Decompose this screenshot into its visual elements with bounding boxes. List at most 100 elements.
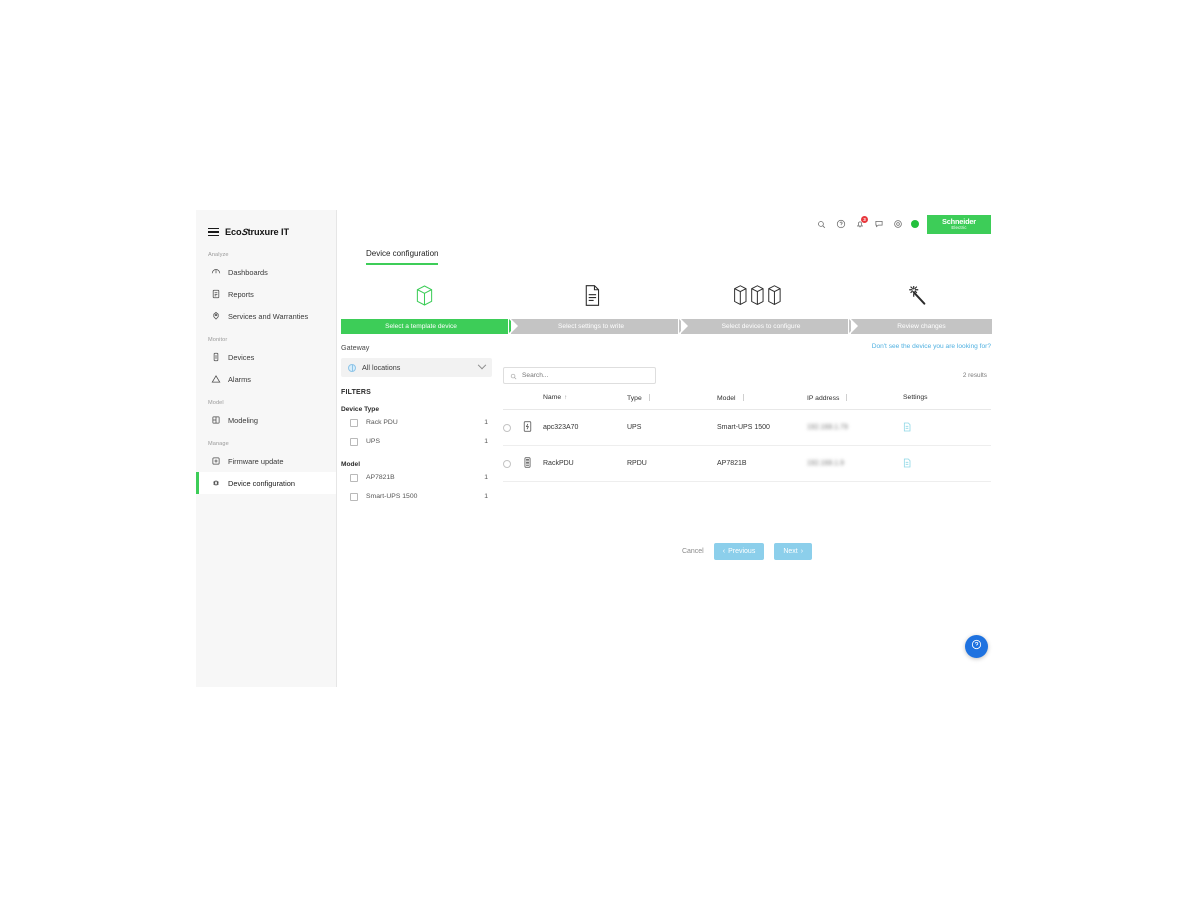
filter-row-ups[interactable]: UPS 1	[341, 432, 492, 451]
settings-doc-icon[interactable]	[903, 422, 911, 434]
table-row[interactable]: RackPDU RPDU AP7821B 192.168.1.9	[503, 445, 991, 482]
sidebar-item-label: Services and Warranties	[228, 311, 309, 321]
th-type[interactable]: Type	[627, 393, 717, 410]
report-icon	[211, 289, 221, 299]
th-type-label: Type	[627, 395, 642, 402]
services-icon	[211, 311, 221, 321]
sidebar-item-dashboards[interactable]: Dashboards	[196, 261, 336, 283]
ups-device-icon	[523, 421, 532, 434]
previous-button[interactable]: ‹ Previous	[713, 543, 765, 560]
multi-cube-icon	[733, 284, 785, 312]
sidebar-item-device-configuration[interactable]: Device configuration	[196, 472, 336, 494]
hamburger-menu-icon[interactable]	[208, 227, 219, 237]
step-select-settings-to-write[interactable]: Select settings to write	[511, 319, 686, 334]
checkbox[interactable]	[350, 437, 358, 446]
checkbox[interactable]	[350, 473, 358, 482]
radio-button[interactable]	[503, 423, 511, 432]
device-table: Name ↑ Type Model IP address Settings	[503, 393, 991, 482]
sidebar-item-reports[interactable]: Reports	[196, 283, 336, 305]
sidebar-item-firmware-update[interactable]: Firmware update	[196, 450, 336, 472]
device-icon	[211, 352, 221, 362]
schneider-electric-logo[interactable]: Schneider Electric	[927, 214, 991, 234]
filter-label: Smart-UPS 1500	[366, 493, 418, 500]
sidebar-item-modeling[interactable]: Modeling	[196, 409, 336, 431]
gateway-label: Gateway	[341, 343, 370, 352]
step-review-changes[interactable]: Review changes	[851, 319, 992, 334]
th-select	[503, 393, 523, 410]
notification-bell-icon[interactable]: 3	[854, 215, 868, 230]
chevron-left-icon: ‹	[722, 548, 726, 555]
filter-count: 1	[484, 493, 488, 500]
filter-row-ap7821b[interactable]: AP7821B 1	[341, 468, 492, 487]
gear-icon[interactable]	[892, 219, 903, 230]
th-ip-address[interactable]: IP address	[807, 393, 903, 410]
help-icon[interactable]	[835, 219, 846, 230]
th-settings: Settings	[903, 393, 991, 410]
gateway-select[interactable]: All locations	[341, 358, 492, 377]
nav-group-label-model: Model	[208, 400, 224, 406]
cancel-button[interactable]: Cancel	[681, 548, 704, 555]
step-icon-3	[675, 282, 842, 312]
row-settings-cell[interactable]	[903, 445, 991, 482]
sidebar-item-label: Firmware update	[228, 456, 284, 466]
tab-device-configuration[interactable]: Device configuration	[366, 249, 439, 265]
document-icon	[583, 284, 601, 312]
column-resize-handle[interactable]	[648, 394, 650, 401]
step-icon-1	[341, 282, 508, 312]
search-icon[interactable]	[816, 219, 827, 230]
row-settings-cell[interactable]	[903, 409, 991, 446]
next-button[interactable]: Next ›	[774, 543, 813, 560]
sidebar-item-devices[interactable]: Devices	[196, 346, 336, 368]
checkbox[interactable]	[350, 492, 358, 501]
th-name[interactable]: Name ↑	[543, 393, 627, 410]
step-select-template-device[interactable]: Select a template device	[341, 319, 516, 334]
magic-wand-icon	[906, 284, 928, 312]
filter-group-title-model: Model	[341, 461, 361, 468]
row-type: RPDU	[627, 445, 717, 482]
previous-label: Previous	[728, 548, 756, 555]
sidebar-item-label: Reports	[228, 289, 254, 299]
sort-ascending-icon: ↑	[564, 395, 568, 401]
support-fab-button[interactable]	[965, 635, 988, 658]
device-not-found-link[interactable]: Don't see the device you are looking for…	[871, 343, 991, 350]
support-chat-icon	[970, 638, 983, 656]
cube-icon	[415, 284, 434, 312]
column-resize-handle[interactable]	[846, 394, 848, 401]
checkbox[interactable]	[350, 418, 358, 427]
radio-button[interactable]	[503, 459, 511, 468]
notification-badge: 3	[861, 215, 868, 223]
th-model-label: Model	[717, 395, 736, 402]
logo-line-1: Schneider	[942, 216, 976, 226]
settings-doc-icon[interactable]	[903, 458, 911, 470]
row-radio-cell[interactable]	[503, 409, 523, 446]
column-resize-handle[interactable]	[742, 394, 744, 401]
table-header-row: Name ↑ Type Model IP address Settings	[503, 393, 991, 410]
search-box[interactable]	[503, 367, 656, 384]
nav-group-label-manage: Manage	[208, 441, 229, 447]
filter-row-smart-ups-1500[interactable]: Smart-UPS 1500 1	[341, 487, 492, 506]
brand-title: EcoStruxure IT	[225, 227, 289, 237]
table-row[interactable]: apc323A70 UPS Smart-UPS 1500 192.168.1.7…	[503, 409, 991, 446]
chevron-down-icon	[477, 360, 487, 369]
row-model: AP7821B	[717, 445, 807, 482]
search-input[interactable]	[522, 372, 649, 379]
filter-count: 1	[484, 474, 488, 481]
wizard-stepper: Select a template device Select settings…	[341, 319, 992, 334]
row-model: Smart-UPS 1500	[717, 409, 807, 446]
filter-label: UPS	[366, 438, 380, 445]
sidebar-item-services-and-warranties[interactable]: Services and Warranties	[196, 305, 336, 327]
firmware-icon	[211, 456, 221, 466]
row-radio-cell[interactable]	[503, 445, 523, 482]
row-device-icon-cell	[523, 409, 543, 446]
feedback-icon[interactable]	[873, 219, 884, 230]
filter-label: AP7821B	[366, 474, 395, 481]
status-indicator-dot[interactable]	[911, 220, 919, 228]
row-ip-address: 192.168.1.79	[807, 409, 903, 446]
sidebar-item-alarms[interactable]: Alarms	[196, 368, 336, 390]
brand-row: EcoStruxure IT	[196, 210, 336, 242]
row-ip-value: 192.168.1.79	[807, 424, 848, 431]
table-toolbar: 2 results	[503, 367, 991, 384]
filter-row-rack-pdu[interactable]: Rack PDU 1	[341, 413, 492, 432]
th-model[interactable]: Model	[717, 393, 807, 410]
step-select-devices-to-configure[interactable]: Select devices to configure	[681, 319, 856, 334]
